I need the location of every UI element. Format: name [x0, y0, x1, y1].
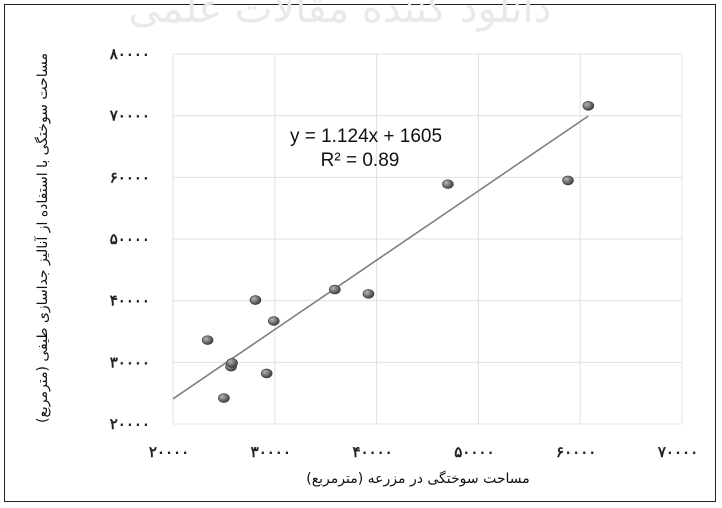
- data-point: [562, 175, 574, 186]
- data-point: [260, 368, 273, 379]
- x-tick-label: ۶۰۰۰۰: [556, 443, 596, 461]
- data-point: [442, 179, 454, 189]
- trendline-group: [172, 115, 589, 400]
- y-tick-label: ۵۰۰۰۰: [110, 230, 150, 248]
- chart-frame: [4, 4, 716, 502]
- y-tick-label: ۴۰۰۰۰: [110, 292, 150, 310]
- data-point: [226, 358, 238, 368]
- x-tick-label: ۲۰۰۰۰: [149, 443, 189, 461]
- y-tick-label: ۳۰۰۰۰: [110, 353, 150, 371]
- x-tick-label: ۴۰۰۰۰: [352, 443, 392, 461]
- x-tick-label: ۵۰۰۰۰: [454, 443, 494, 461]
- data-point: [329, 284, 341, 295]
- data-point: [582, 101, 595, 111]
- grid-lines: [172, 53, 683, 425]
- tick-labels: ۲۰۰۰۰ ۳۰۰۰۰ ۴۰۰۰۰ ۵۰۰۰۰ ۶۰۰۰۰ ۷۰۰۰۰ ۸۰۰۰۰ ۲۰۰۰۰…: [109, 45, 698, 461]
- x-tick-label: ۳۰۰۰۰: [251, 443, 291, 461]
- trendline-equation: y = 1.124x + 1605: [290, 126, 442, 147]
- data-point: [249, 295, 262, 305]
- watermark-text: دانلود کننده مقالات علمی: [129, 0, 552, 32]
- trendline-r-squared: R² = 0.89: [321, 150, 400, 171]
- data-point: [201, 335, 214, 345]
- x-axis-title: مساحت سوختگی در مزرعه (مترمربع): [306, 470, 529, 487]
- data-point: [362, 289, 375, 299]
- data-point: [218, 393, 230, 403]
- data-points: [201, 101, 595, 403]
- trendline: [172, 115, 589, 400]
- data-point: [267, 316, 280, 326]
- y-tick-label: ۶۰۰۰۰: [110, 168, 150, 186]
- y-tick-label: ۲۰۰۰۰: [110, 415, 150, 433]
- y-tick-label: ۷۰۰۰۰: [109, 107, 150, 125]
- x-tick-label: ۷۰۰۰۰: [657, 443, 698, 461]
- y-tick-label: ۸۰۰۰۰: [109, 45, 150, 63]
- y-axis-title: مساحت سوختگی با استفاده از آنالیز جداساز…: [34, 53, 51, 423]
